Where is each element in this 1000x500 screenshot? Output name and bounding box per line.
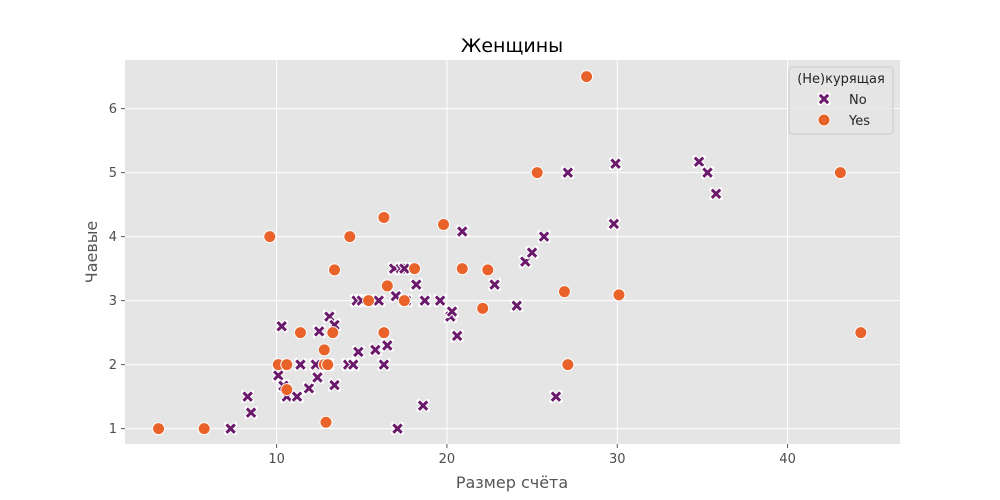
legend-marker-no-shape — [817, 92, 831, 106]
data-point-yes — [263, 230, 277, 244]
legend-label-no: No — [849, 93, 867, 108]
data-point-yes — [530, 166, 544, 180]
data-point-yes — [328, 263, 342, 277]
data-point-yes — [437, 217, 451, 231]
data-point-yes — [561, 358, 575, 372]
data-point-yes — [854, 326, 868, 340]
data-point-yes — [326, 326, 340, 340]
legend-label-yes: Yes — [848, 114, 870, 129]
data-point-yes — [476, 301, 490, 315]
data-point-no — [700, 165, 715, 180]
data-point-no — [275, 319, 289, 333]
data-points — [152, 70, 868, 436]
x-axis-title: Размер счёта — [456, 473, 568, 492]
data-point-no — [290, 389, 304, 404]
data-point-no — [416, 398, 430, 413]
data-point-no — [302, 381, 316, 396]
data-point-no — [346, 357, 360, 372]
x-axis-ticks: 10 20 30 40 — [268, 444, 796, 467]
data-point-yes — [481, 263, 495, 277]
data-point-no — [377, 357, 391, 372]
data-point-no — [312, 324, 326, 339]
data-point-no — [390, 421, 405, 436]
data-point-yes — [380, 279, 394, 293]
data-point-no — [455, 224, 469, 239]
data-point-yes — [293, 326, 307, 340]
data-point-yes — [152, 422, 166, 436]
plot-area — [125, 60, 900, 444]
grid-lines — [125, 60, 900, 444]
y-axis-title: Чаевые — [82, 221, 101, 284]
legend-title: (Не)курящая — [797, 72, 885, 87]
data-point-no — [510, 299, 524, 313]
chart-title: Женщины — [461, 35, 563, 57]
data-point-no — [409, 277, 423, 292]
data-point-no — [561, 165, 575, 180]
data-point-yes — [557, 285, 571, 299]
data-point-no — [709, 187, 723, 201]
x-tick-label: 20 — [439, 452, 456, 467]
data-point-no — [450, 329, 464, 343]
data-point-no — [271, 368, 285, 383]
y-tick-label: 4 — [109, 230, 117, 245]
data-point-no — [607, 217, 621, 231]
data-point-no — [608, 156, 623, 171]
legend-box — [788, 66, 894, 135]
data-point-yes — [319, 415, 333, 429]
data-point-yes — [408, 262, 422, 276]
y-tick-label: 6 — [109, 102, 117, 117]
legend-marker-yes-shape — [817, 113, 831, 127]
y-axis-ticks: 1 2 3 4 5 6 — [109, 102, 125, 437]
data-point-yes — [280, 383, 294, 397]
legend-marker-no — [817, 92, 831, 106]
data-point-no — [351, 345, 366, 359]
data-point-no — [372, 293, 386, 308]
data-point-no — [525, 245, 539, 260]
y-tick-label: 1 — [109, 422, 117, 437]
data-point-yes — [362, 294, 376, 308]
data-point-no — [368, 343, 383, 357]
data-point-yes — [321, 358, 335, 372]
data-point-yes — [280, 358, 294, 372]
y-tick-label: 3 — [109, 294, 117, 309]
data-point-no — [397, 261, 412, 276]
data-point-yes — [343, 230, 357, 244]
data-point-no — [244, 405, 258, 420]
data-point-yes — [612, 288, 626, 302]
data-point-no — [380, 338, 395, 353]
data-point-no — [433, 293, 447, 308]
data-point-yes — [833, 166, 847, 180]
data-point-yes — [580, 70, 594, 84]
data-point-no — [418, 293, 432, 308]
y-tick-label: 5 — [109, 166, 117, 181]
data-point-yes — [397, 294, 411, 308]
data-point-no — [549, 389, 563, 404]
data-point-no — [310, 370, 325, 385]
y-tick-label: 2 — [109, 358, 117, 373]
data-point-yes — [455, 262, 469, 276]
data-point-no — [293, 357, 308, 372]
data-point-no — [692, 155, 706, 169]
x-tick-label: 30 — [609, 452, 626, 467]
x-tick-label: 10 — [268, 452, 285, 467]
data-point-no — [537, 229, 551, 244]
data-point-yes — [377, 210, 391, 224]
data-point-yes — [377, 326, 391, 340]
legend: (Не)курящая No Yes — [788, 66, 894, 135]
x-tick-label: 40 — [779, 452, 796, 467]
data-point-yes — [317, 343, 331, 357]
data-point-yes — [197, 422, 211, 436]
data-point-no — [487, 277, 502, 292]
legend-marker-yes — [817, 113, 831, 127]
data-point-no — [223, 421, 238, 436]
data-point-no — [327, 378, 342, 392]
data-point-no — [445, 304, 459, 319]
data-point-no — [240, 389, 255, 404]
